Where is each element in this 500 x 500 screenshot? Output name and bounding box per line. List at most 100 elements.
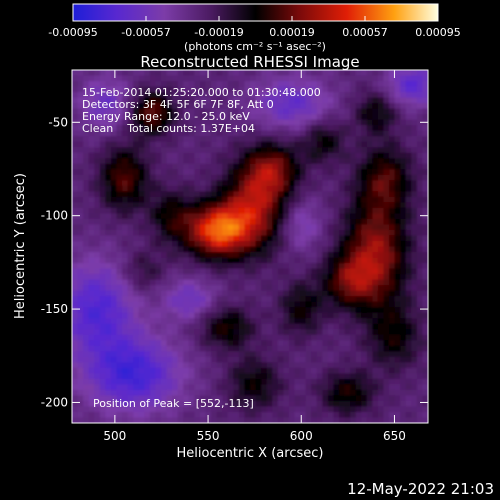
heatmap-cell [372, 312, 379, 319]
heatmap-cell [377, 158, 385, 165]
heatmap-cell [88, 158, 95, 165]
heatmap-cell [350, 318, 357, 325]
heatmap-cell [222, 279, 229, 286]
heatmap-cell [194, 400, 201, 408]
heatmap-cell [294, 202, 301, 209]
heatmap-cell [333, 268, 340, 275]
heatmap-cell [155, 130, 162, 137]
heatmap-cell [339, 389, 346, 397]
heatmap-cell [199, 202, 207, 209]
heatmap-cell [211, 356, 218, 363]
heatmap-cell [322, 268, 329, 275]
heatmap-cell [283, 400, 290, 408]
heatmap-cell [177, 202, 184, 209]
heatmap-cell [227, 163, 234, 170]
heatmap-cell [72, 229, 79, 237]
heatmap-cell [149, 406, 157, 413]
heatmap-cell [294, 119, 301, 126]
heatmap-cell [199, 235, 207, 242]
heatmap-cell [188, 141, 195, 148]
heatmap-cell [350, 301, 357, 308]
heatmap-cell [211, 125, 218, 132]
heatmap-cell [266, 290, 273, 297]
heatmap-cell [94, 274, 101, 281]
heatmap-cell [155, 384, 162, 391]
heatmap-cell [288, 373, 296, 380]
heatmap-cell [277, 136, 284, 143]
heatmap-cell [127, 114, 134, 121]
heatmap-cell [122, 351, 129, 358]
heatmap-cell [166, 301, 173, 308]
heatmap-cell [149, 367, 157, 374]
heatmap-cell [166, 400, 173, 408]
heatmap-cell [72, 81, 79, 88]
heatmap-cell [405, 224, 412, 231]
heatmap-cell [400, 196, 407, 203]
heatmap-cell [361, 373, 368, 380]
heatmap-cell [183, 329, 190, 336]
heatmap-cell [339, 257, 346, 264]
heatmap-cell [77, 373, 84, 380]
heatmap-cell [127, 351, 134, 358]
heatmap-cell [99, 367, 106, 374]
heatmap-cell [305, 373, 312, 380]
heatmap-cell [333, 152, 340, 159]
heatmap-cell [233, 318, 240, 325]
heatmap-cell [205, 411, 212, 419]
heatmap-cell [394, 163, 401, 170]
heatmap-cell [394, 334, 401, 341]
heatmap-cell [194, 158, 201, 165]
heatmap-cell [211, 119, 218, 126]
heatmap-cell [316, 114, 323, 121]
heatmap-cell [261, 296, 268, 303]
heatmap-cell [116, 279, 123, 286]
heatmap-cell [339, 334, 346, 341]
heatmap-cell [422, 174, 428, 181]
heatmap-cell [327, 351, 335, 358]
heatmap-cell [88, 389, 95, 397]
heatmap-cell [238, 268, 246, 275]
heatmap-cell [305, 103, 312, 110]
heatmap-cell [155, 169, 162, 176]
heatmap-cell [272, 257, 279, 264]
heatmap-cell [122, 307, 129, 314]
heatmap-cell [411, 75, 418, 82]
heatmap-cell [383, 81, 390, 88]
heatmap-cell [422, 163, 428, 170]
heatmap-cell [422, 411, 428, 419]
heatmap-cell [294, 86, 301, 93]
heatmap-cell [333, 92, 340, 99]
heatmap-cell [122, 97, 129, 104]
heatmap-cell [144, 285, 151, 292]
heatmap-cell [149, 81, 157, 88]
heatmap-cell [188, 136, 195, 143]
heatmap-cell [261, 169, 268, 176]
heatmap-cell [394, 367, 401, 374]
heatmap-cell [94, 224, 101, 231]
heatmap-cell [94, 384, 101, 391]
heatmap-cell [138, 290, 145, 297]
heatmap-cell [216, 125, 223, 132]
heatmap-cell [333, 136, 340, 143]
heatmap-cell [222, 290, 229, 297]
heatmap-cell [383, 75, 390, 82]
heatmap-cell [149, 158, 157, 165]
heatmap-cell [333, 395, 340, 402]
heatmap-cell [110, 103, 118, 110]
heatmap-cell [227, 191, 234, 198]
heatmap-cell [199, 147, 207, 154]
heatmap-cell [266, 103, 273, 110]
heatmap-cell [149, 103, 157, 110]
heatmap-cell [411, 411, 418, 419]
heatmap-cell [261, 229, 268, 237]
heatmap-cell [144, 141, 151, 148]
heatmap-cell [122, 136, 129, 143]
heatmap-cell [377, 224, 385, 231]
heatmap-cell [383, 340, 390, 347]
heatmap-cell [400, 274, 407, 281]
heatmap-cell [94, 103, 101, 110]
heatmap-cell [316, 81, 323, 88]
heatmap-cell [172, 307, 179, 314]
heatmap-cell [172, 119, 179, 126]
heatmap-cell [261, 257, 268, 264]
